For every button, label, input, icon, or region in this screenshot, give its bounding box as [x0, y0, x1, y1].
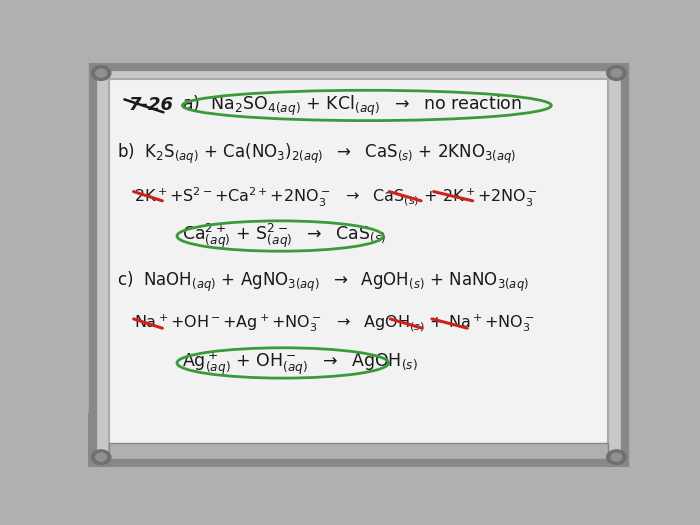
Circle shape	[607, 450, 626, 465]
Text: Na$^+$+OH$^-$+Ag$^+$+NO$_3^-$  $\rightarrow$  AgOH$_{(s)}$ + Na$^+$+NO$_3^-$: Na$^+$+OH$^-$+Ag$^+$+NO$_3^-$ $\rightarr…	[134, 313, 534, 334]
Text: a)  Na$_2$SO$_{4(aq)}$ + KCl$_{(aq)}$  $\rightarrow$  no reaction: a) Na$_2$SO$_{4(aq)}$ + KCl$_{(aq)}$ $\r…	[183, 93, 522, 118]
FancyBboxPatch shape	[88, 439, 125, 467]
Circle shape	[607, 66, 626, 80]
FancyBboxPatch shape	[122, 439, 161, 467]
FancyBboxPatch shape	[93, 67, 624, 463]
Circle shape	[96, 453, 106, 461]
Text: b)  K$_2$S$_{(aq)}$ + Ca(NO$_3$)$_{2(aq)}$  $\rightarrow$  CaS$_{(s)}$ + 2KNO$_{: b) K$_2$S$_{(aq)}$ + Ca(NO$_3$)$_{2(aq)}…	[118, 142, 517, 166]
Text: c)  NaOH$_{(aq)}$ + AgNO$_{3(aq)}$  $\rightarrow$  AgOH$_{(s)}$ + NaNO$_{3(aq)}$: c) NaOH$_{(aq)}$ + AgNO$_{3(aq)}$ $\righ…	[118, 270, 529, 294]
FancyBboxPatch shape	[109, 79, 608, 451]
FancyBboxPatch shape	[88, 413, 125, 441]
Text: 2K$^+$+S$^{2-}$+Ca$^{2+}$+2NO$_3^-$  $\rightarrow$  CaS$_{(s)}$ + 2K$^+$+2NO$_3^: 2K$^+$+S$^{2-}$+Ca$^{2+}$+2NO$_3^-$ $\ri…	[134, 185, 538, 208]
Circle shape	[91, 450, 111, 465]
Circle shape	[611, 453, 622, 461]
Text: 7-26: 7-26	[128, 97, 173, 114]
Text: Ca$^{2+}_{(aq)}$ + S$^{2-}_{(aq)}$  $\rightarrow$  CaS$_{(s)}$: Ca$^{2+}_{(aq)}$ + S$^{2-}_{(aq)}$ $\rig…	[183, 222, 386, 250]
Text: Ag$^+_{(aq)}$ + OH$^-_{(aq)}$  $\rightarrow$  AgOH$_{(s)}$: Ag$^+_{(aq)}$ + OH$^-_{(aq)}$ $\rightarr…	[183, 349, 419, 377]
Circle shape	[91, 66, 111, 80]
Circle shape	[96, 69, 106, 77]
Circle shape	[611, 69, 622, 77]
FancyBboxPatch shape	[122, 413, 161, 441]
FancyBboxPatch shape	[109, 443, 608, 459]
